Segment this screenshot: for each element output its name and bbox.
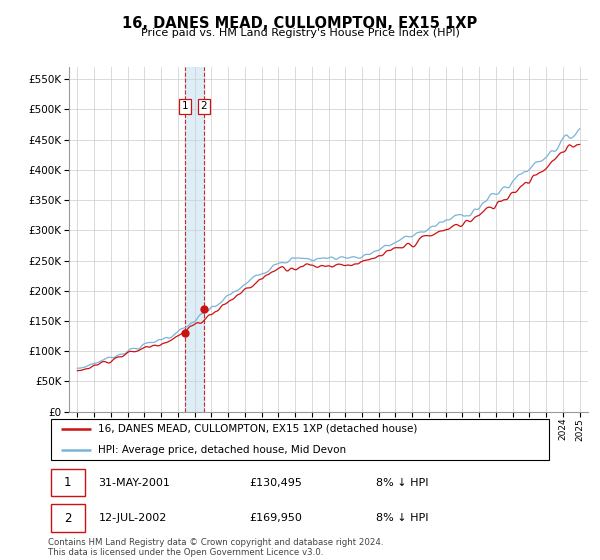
Text: £130,495: £130,495 [250, 478, 302, 488]
Text: 8% ↓ HPI: 8% ↓ HPI [376, 513, 428, 523]
Text: £169,950: £169,950 [250, 513, 302, 523]
Text: 12-JUL-2002: 12-JUL-2002 [98, 513, 167, 523]
FancyBboxPatch shape [50, 419, 550, 460]
Text: 2: 2 [64, 511, 71, 525]
Text: 8% ↓ HPI: 8% ↓ HPI [376, 478, 428, 488]
Text: 1: 1 [181, 101, 188, 111]
FancyBboxPatch shape [50, 505, 85, 531]
Text: Contains HM Land Registry data © Crown copyright and database right 2024.
This d: Contains HM Land Registry data © Crown c… [48, 538, 383, 557]
Text: HPI: Average price, detached house, Mid Devon: HPI: Average price, detached house, Mid … [98, 445, 347, 455]
Bar [185, 67, 203, 412]
Text: 2: 2 [200, 101, 207, 111]
FancyBboxPatch shape [50, 469, 85, 496]
Text: Price paid vs. HM Land Registry's House Price Index (HPI): Price paid vs. HM Land Registry's House … [140, 28, 460, 38]
Text: 1: 1 [64, 476, 71, 489]
Text: 16, DANES MEAD, CULLOMPTON, EX15 1XP: 16, DANES MEAD, CULLOMPTON, EX15 1XP [122, 16, 478, 31]
Text: 31-MAY-2001: 31-MAY-2001 [98, 478, 170, 488]
Text: 16, DANES MEAD, CULLOMPTON, EX15 1XP (detached house): 16, DANES MEAD, CULLOMPTON, EX15 1XP (de… [98, 424, 418, 434]
